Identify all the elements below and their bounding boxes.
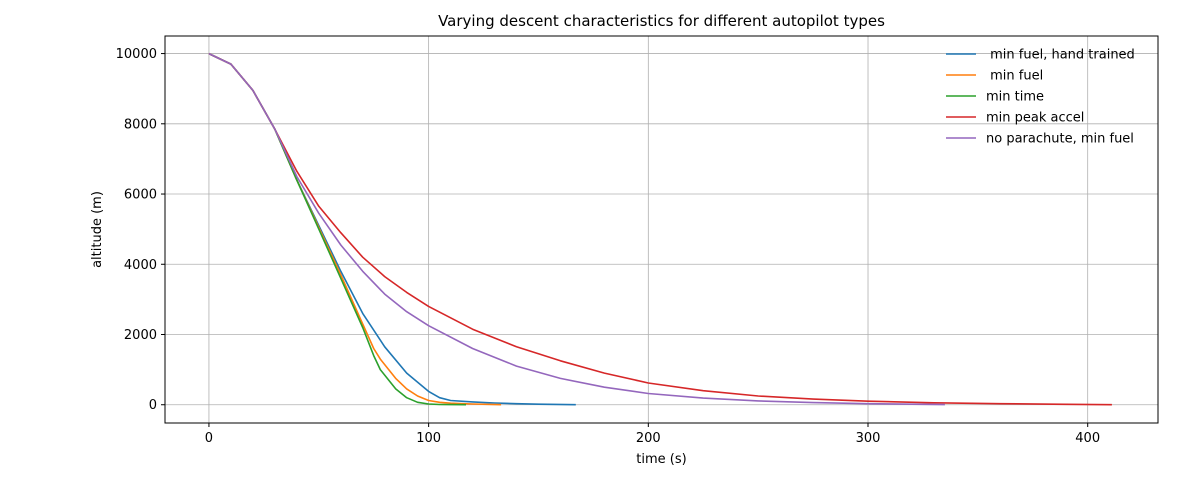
x-tick-label: 100 <box>416 431 441 446</box>
chart-title: Varying descent characteristics for diff… <box>438 12 885 30</box>
series-line-5 <box>208 52 945 406</box>
y-tick-label: 8000 <box>124 117 157 132</box>
grid <box>165 36 1158 423</box>
y-tick-label: 2000 <box>124 328 157 343</box>
y-tick-label: 4000 <box>124 258 157 273</box>
plot-frame <box>164 35 1159 424</box>
series-lines <box>208 52 1112 406</box>
y-axis-label: altitude (m) <box>90 191 105 268</box>
x-axis-label: time (s) <box>636 452 686 467</box>
y-tick-label: 0 <box>149 398 157 413</box>
series-line-4 <box>208 52 1112 406</box>
y-tick-label: 10000 <box>116 47 157 62</box>
y-tick-label: 6000 <box>124 188 157 203</box>
legend-label-1: min fuel, hand trained <box>986 48 1135 63</box>
legend-label-5: no parachute, min fuel <box>986 132 1134 147</box>
legend-label-2: min fuel <box>986 69 1043 84</box>
x-tick-label: 300 <box>856 431 881 446</box>
legend-label-4: min peak accel <box>986 111 1084 126</box>
legend: min fuel, hand trained min fuel min time m… <box>946 48 1135 147</box>
x-tick-label: 0 <box>205 431 213 446</box>
legend-label-3: min time <box>986 90 1044 105</box>
x-tick-label: 400 <box>1075 431 1100 446</box>
x-tick-label: 200 <box>636 431 661 446</box>
